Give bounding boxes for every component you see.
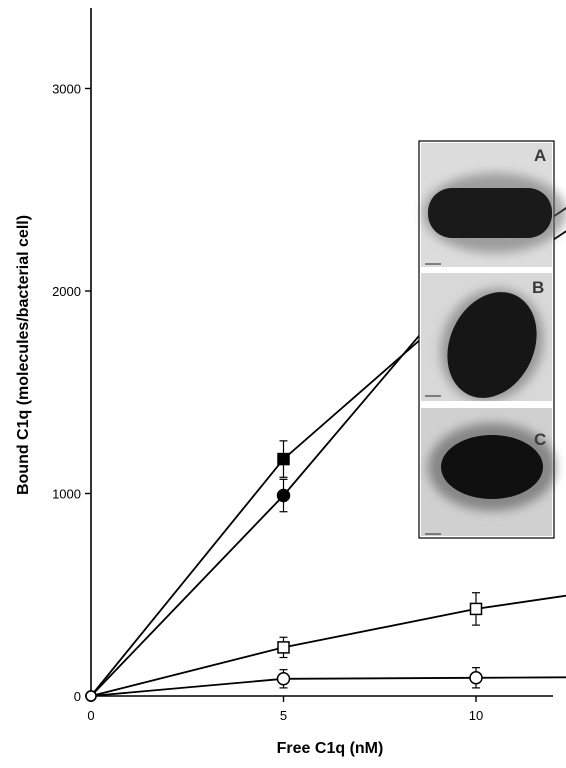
- y-tick-label: 0: [74, 689, 81, 704]
- x-axis-title: Free C1q (nM): [277, 740, 384, 757]
- series-open-circle: [85, 667, 566, 702]
- inset-panel-c: C: [421, 408, 556, 536]
- data-point: [469, 671, 483, 685]
- data-point: [276, 488, 291, 503]
- axis-ticks: 051015200100020003000: [52, 82, 483, 724]
- panel-b-letter: B: [532, 278, 544, 297]
- y-tick-label: 3000: [52, 82, 81, 97]
- series-line: [90, 676, 566, 697]
- data-point: [276, 672, 291, 686]
- panel-c-letter: C: [534, 430, 546, 449]
- inset-panel-b: B: [421, 273, 552, 402]
- data-point: [469, 602, 483, 616]
- panel-divider-1: [421, 267, 552, 273]
- x-tick-label: 5: [280, 708, 287, 723]
- series-open-square: [85, 592, 566, 702]
- micrograph-inset: A B C: [418, 140, 566, 539]
- data-point: [277, 641, 290, 654]
- panel-a-bacterium: [428, 188, 552, 238]
- panel-divider-2: [421, 401, 552, 408]
- x-tick-label: 0: [87, 708, 94, 723]
- y-tick-label: 2000: [52, 284, 81, 299]
- data-point: [277, 452, 290, 466]
- y-axis-title: Bound C1q (molecules/bacterial cell): [15, 215, 32, 495]
- x-tick-label: 10: [469, 708, 483, 723]
- panel-a-letter: A: [534, 146, 546, 165]
- y-tick-label: 1000: [52, 487, 81, 502]
- panel-b-bacterium: [447, 292, 537, 398]
- data-point: [85, 690, 97, 702]
- panel-c-bacterium: [441, 435, 543, 499]
- inset-panel-a: A: [421, 143, 566, 267]
